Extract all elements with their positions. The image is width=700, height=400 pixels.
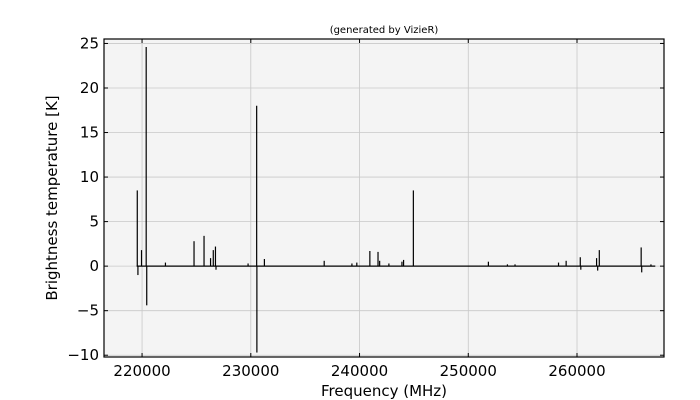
chart-title: (generated by VizieR) — [330, 25, 439, 36]
y-tick-label: 25 — [80, 34, 99, 52]
y-tick-label: −5 — [77, 302, 99, 320]
y-tick-label: 15 — [80, 124, 99, 142]
y-tick-label: 10 — [80, 168, 99, 186]
x-axis-label: Frequency (MHz) — [321, 382, 447, 400]
y-axis-label: Brightness temperature [K] — [43, 95, 61, 300]
grid-lines — [104, 39, 664, 357]
x-tick-label: 260000 — [548, 362, 605, 380]
y-tick-label: 0 — [89, 257, 99, 275]
y-tick-label: 5 — [89, 213, 99, 231]
y-tick-label: 20 — [80, 79, 99, 97]
x-tick-label: 240000 — [331, 362, 388, 380]
x-tick-label: 230000 — [222, 362, 279, 380]
y-tick-label: −10 — [67, 346, 99, 364]
x-tick-label: 220000 — [113, 362, 170, 380]
plot-frame — [103, 38, 665, 358]
axis-ticks: 220000 230000 240000 250000 260000 −10 −5 0 5 10 1… — [67, 34, 664, 380]
x-tick-label: 250000 — [440, 362, 497, 380]
plot-area — [104, 39, 664, 357]
spectrum-series — [136, 47, 656, 353]
